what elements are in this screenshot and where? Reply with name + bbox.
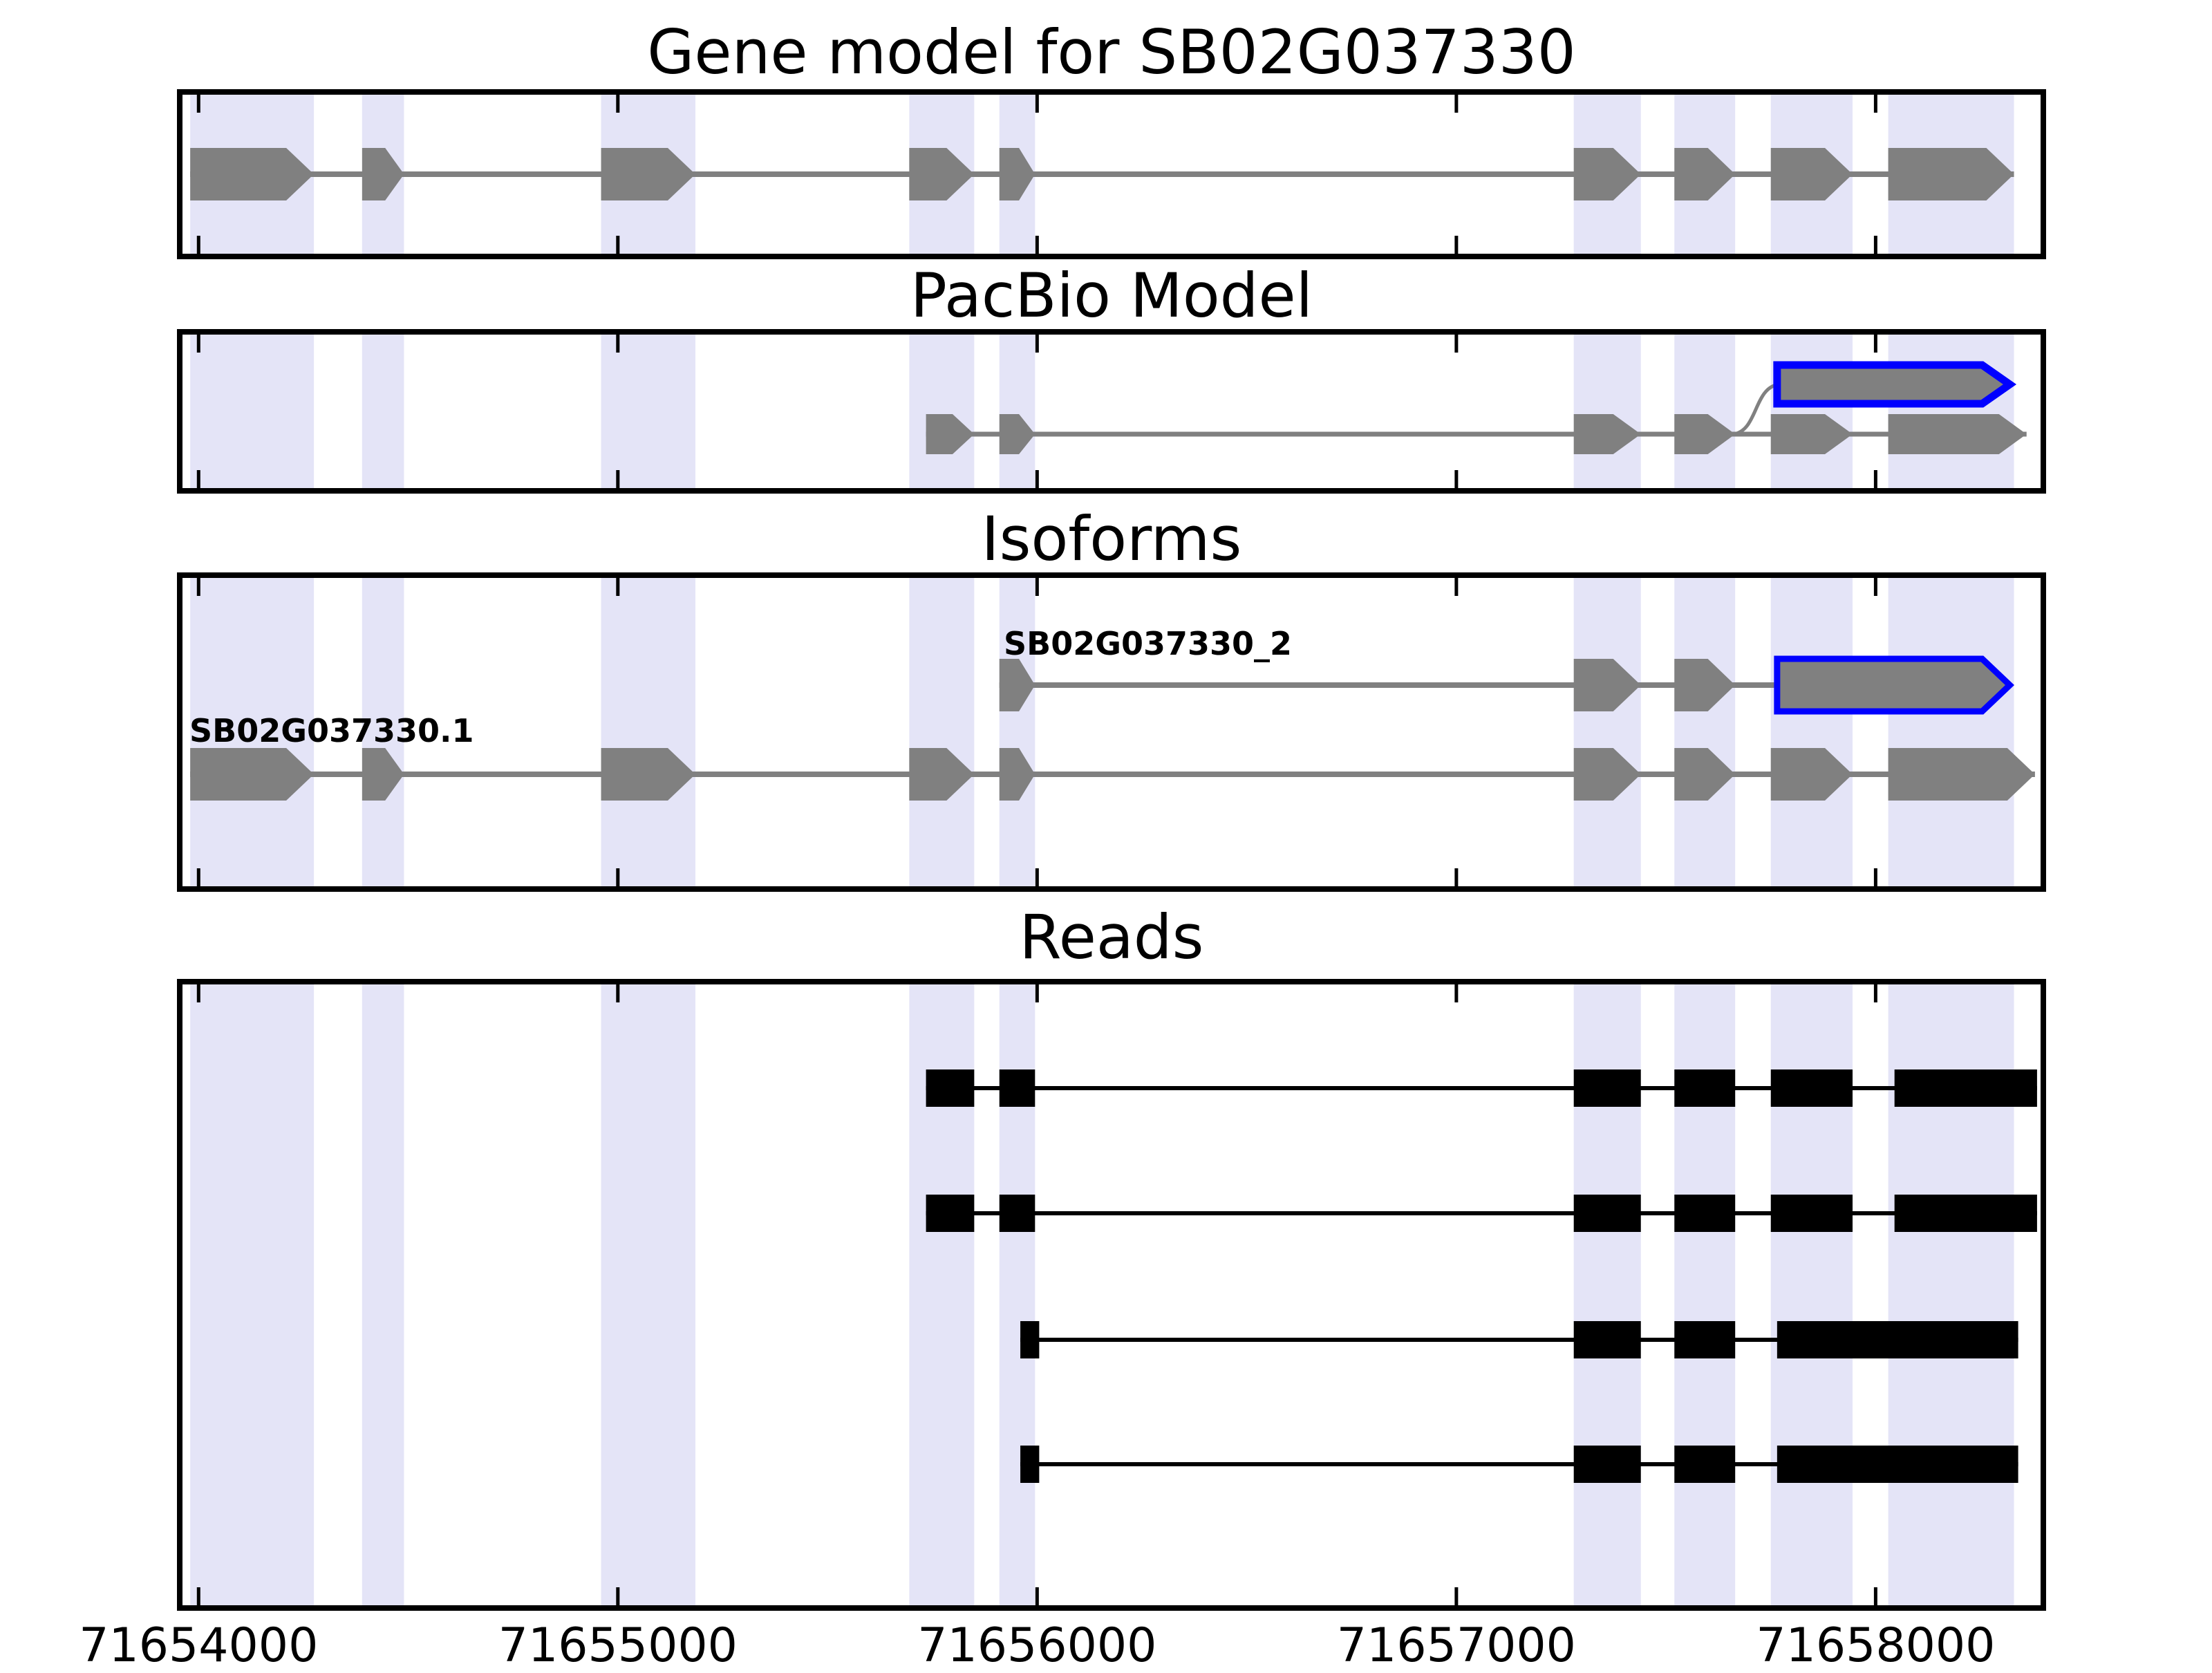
axis-tick-marks [196, 95, 1877, 1605]
read-exon [1674, 1446, 1736, 1483]
pacbio-panel-title: PacBio Model [910, 260, 1313, 331]
highlight-band [362, 335, 404, 488]
reads-track [926, 1069, 2037, 1483]
highlight-band [1674, 335, 1736, 488]
pacbio-model-track [926, 361, 2027, 454]
exon [1573, 748, 1641, 801]
highlight-band [190, 984, 315, 1605]
exon [1888, 748, 2035, 801]
highlight-band [362, 984, 404, 1605]
read-exon [926, 1069, 975, 1107]
read [1020, 1446, 2018, 1483]
highlight-band [601, 578, 696, 886]
exon [190, 148, 315, 200]
read-exon [926, 1195, 975, 1232]
axis-tick-label: 71656000 [917, 1618, 1157, 1673]
highlight-band [1888, 578, 2014, 886]
read-exon [1573, 1321, 1641, 1358]
exon [1888, 414, 2027, 454]
gene-model-panel-title: Gene model for SB02G037330 [647, 17, 1576, 88]
read [926, 1195, 2037, 1232]
isoforms-track [190, 655, 2035, 801]
read-exon [1573, 1195, 1641, 1232]
exon [999, 659, 1035, 711]
read-exon [1020, 1321, 1040, 1358]
exon [362, 748, 404, 801]
exon [1770, 414, 1853, 454]
read-exon [1674, 1195, 1736, 1232]
isoforms-panel-title: Isoforms [981, 503, 1242, 574]
alt-exon-connector [1732, 382, 1780, 436]
axis-tick-label: 71658000 [1756, 1618, 1996, 1673]
highlight-band [909, 578, 975, 886]
highlight-band [1674, 578, 1736, 886]
exon [1770, 148, 1853, 200]
highlight-band [1573, 335, 1641, 488]
highlight-band [601, 984, 696, 1605]
highlight-band [190, 578, 315, 886]
exon [1573, 659, 1641, 711]
read-exon [1573, 1446, 1641, 1483]
read-exon [1777, 1321, 2018, 1358]
highlight-band [601, 335, 696, 488]
read-exon [1020, 1446, 1040, 1483]
axis-tick-label: 71657000 [1336, 1618, 1576, 1673]
exon [1674, 659, 1736, 711]
read [926, 1069, 2037, 1107]
exon [926, 414, 975, 454]
exon [1770, 748, 1853, 801]
read-exon [1674, 1069, 1736, 1107]
axis-tick-label: 71655000 [498, 1618, 738, 1673]
exon [909, 748, 975, 801]
isoform-label-SB02G037330.1: SB02G037330.1 [189, 712, 474, 749]
pacbio-panel-frame [177, 329, 2046, 494]
exon [601, 748, 696, 801]
read-exon [1770, 1069, 1853, 1107]
read-exon [1573, 1069, 1641, 1107]
highlight-band [190, 335, 315, 488]
isoform-label-SB02G037330_2: SB02G037330_2 [1004, 625, 1293, 662]
exon [362, 148, 404, 200]
exon [999, 148, 1035, 200]
exon [601, 148, 696, 200]
exon [999, 748, 1035, 801]
read-exon [1894, 1195, 2037, 1232]
gene-panel-frame [177, 89, 2046, 259]
exon [1573, 414, 1641, 454]
exon [1674, 148, 1736, 200]
read-exon [999, 1069, 1035, 1107]
read-exon [1894, 1069, 2037, 1107]
exon [1888, 148, 2014, 200]
panel-frames [177, 89, 2046, 1611]
highlight-band [999, 578, 1035, 886]
iso-panel-frame [177, 572, 2046, 892]
exon [1674, 414, 1736, 454]
reads-panel-title: Reads [1019, 901, 1204, 973]
exon [190, 748, 315, 801]
read-exon [1770, 1195, 1853, 1232]
exon [909, 148, 975, 200]
highlight-band [909, 335, 975, 488]
gene-model-track [190, 148, 2014, 200]
highlight-band [362, 578, 404, 886]
novel-retained-intron-exon [1774, 655, 2015, 715]
axis-tick-label: 71654000 [79, 1618, 319, 1673]
read [1020, 1321, 2018, 1358]
novel-retained-intron-exon [1773, 361, 2017, 408]
highlight-band [999, 335, 1035, 488]
exon [1674, 748, 1736, 801]
highlight-band [1573, 578, 1641, 886]
exon [999, 414, 1035, 454]
highlight-band [1770, 335, 1853, 488]
highlight-band [1888, 335, 2014, 488]
read-exon [999, 1195, 1035, 1232]
highlight-band [1770, 578, 1853, 886]
read-exon [1777, 1446, 2018, 1483]
read-exon [1674, 1321, 1736, 1358]
exon [1573, 148, 1641, 200]
reads-panel-frame [177, 979, 2046, 1611]
